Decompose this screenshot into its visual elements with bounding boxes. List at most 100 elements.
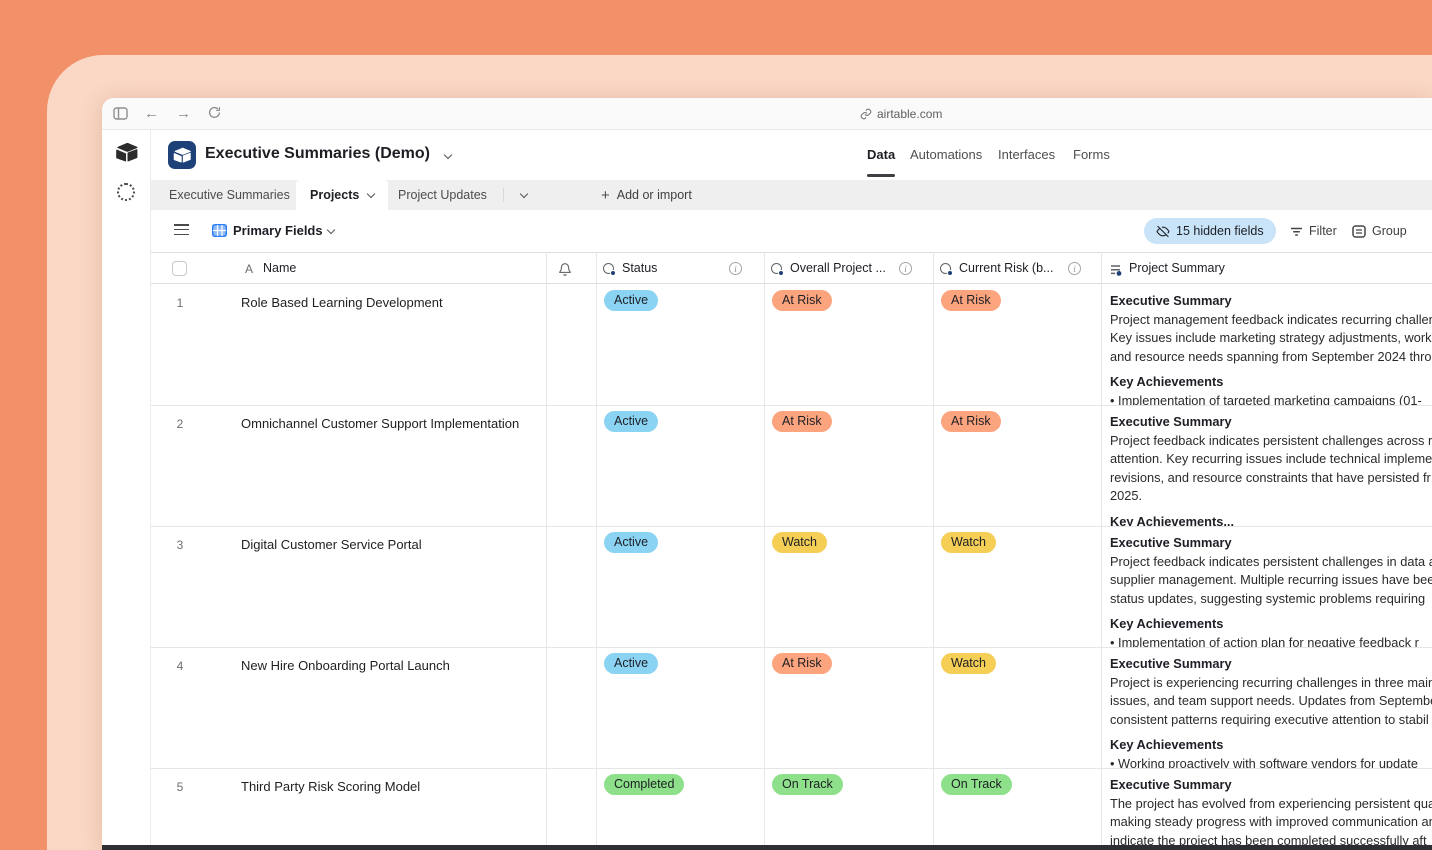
status-pill[interactable]: Active <box>604 290 659 311</box>
current-risk-pill[interactable]: Watch <box>941 653 996 674</box>
overall-status-pill[interactable]: At Risk <box>772 653 832 674</box>
plus-icon: + <box>601 186 610 204</box>
status-pill[interactable]: Active <box>604 653 659 674</box>
add-or-import-button[interactable]: + Add or import <box>601 186 692 204</box>
table-tab-executive-summaries[interactable]: Executive Summaries <box>169 188 290 202</box>
base-logo-icon[interactable] <box>168 141 196 169</box>
grid-view-icon <box>212 224 227 237</box>
chevron-down-icon[interactable] <box>326 225 336 235</box>
select-all-checkbox[interactable] <box>172 261 187 276</box>
group-button[interactable]: Group <box>1352 218 1407 244</box>
group-icon <box>1352 224 1366 238</box>
project-summary-cell[interactable]: Executive Summary Project feedback indica… <box>1110 413 1432 526</box>
nav-tab-forms[interactable]: Forms <box>1073 147 1110 162</box>
hidden-fields-button[interactable]: 15 hidden fields <box>1144 218 1276 244</box>
table-row[interactable]: 5 Third Party Risk Scoring Model Completed… <box>151 769 1432 845</box>
project-name-cell[interactable]: Role Based Learning Development <box>241 295 443 310</box>
forward-icon[interactable]: → <box>176 105 191 122</box>
status-pill[interactable]: Active <box>604 411 659 432</box>
table-row[interactable]: 3 Digital Customer Service Portal Active Wa… <box>151 527 1432 648</box>
app-header: Executive Summaries (Demo) Data Automati… <box>151 130 1432 180</box>
back-icon[interactable]: ← <box>144 105 159 122</box>
reload-icon[interactable] <box>208 106 221 120</box>
table-rows: 1 Role Based Learning Development Active At… <box>151 285 1432 845</box>
status-pill[interactable]: Completed <box>604 774 685 795</box>
browser-window: ← → airtable.com <box>102 98 1432 850</box>
current-risk-pill[interactable]: At Risk <box>941 411 1001 432</box>
text-field-icon: A <box>245 262 254 276</box>
status-pill[interactable]: Active <box>604 532 659 553</box>
chevron-down-icon <box>519 189 529 198</box>
info-icon[interactable]: i <box>729 262 742 275</box>
current-risk-pill[interactable]: At Risk <box>941 290 1001 311</box>
column-header-summary[interactable]: Project Summary <box>1129 261 1225 275</box>
summary-line: supplier management. Multiple recurring … <box>1110 572 1432 587</box>
summary-heading: Executive Summary <box>1110 777 1232 792</box>
column-header-status[interactable]: Status <box>622 261 658 275</box>
summary-line: • Implementation of action plan for nega… <box>1110 634 1419 648</box>
row-number: 1 <box>176 296 184 310</box>
view-name[interactable]: Primary Fields <box>233 223 323 238</box>
project-name-cell[interactable]: Digital Customer Service Portal <box>241 537 422 552</box>
column-divider <box>596 252 597 845</box>
address-url[interactable]: airtable.com <box>877 107 943 121</box>
chevron-down-icon <box>367 189 376 198</box>
chevron-down-icon[interactable] <box>443 150 453 160</box>
summary-line: The project has evolved from experiencin… <box>1110 795 1432 811</box>
project-summary-cell[interactable]: Executive Summary The project has evolved… <box>1110 776 1432 845</box>
table-row[interactable]: 2 Omnichannel Customer Support Implementa… <box>151 406 1432 527</box>
eye-off-icon <box>1156 225 1170 238</box>
ai-field-icon <box>940 263 953 276</box>
table-row[interactable]: 1 Role Based Learning Development Active At… <box>151 285 1432 406</box>
sidebar-toggle-icon[interactable] <box>113 107 128 120</box>
info-icon[interactable]: i <box>899 262 912 275</box>
overall-status-pill[interactable]: Watch <box>772 532 827 553</box>
row-number: 5 <box>176 780 184 794</box>
project-name-cell[interactable]: New Hire Onboarding Portal Launch <box>241 658 450 673</box>
nav-tab-data[interactable]: Data <box>867 147 896 162</box>
summary-heading: Key Achievements <box>1110 737 1224 752</box>
tab-separator <box>503 188 504 202</box>
table-tab-bar: Executive Summaries Projects Project Upd… <box>151 180 1432 210</box>
project-summary-cell[interactable]: Executive Summary Project feedback indica… <box>1110 534 1432 648</box>
column-divider <box>1101 252 1102 845</box>
project-summary-cell[interactable]: Executive Summary Project is experiencing… <box>1110 655 1432 768</box>
nav-tab-automations[interactable]: Automations <box>910 147 983 162</box>
column-header-risk[interactable]: Current Risk (b... <box>959 261 1054 275</box>
airtable-logo-icon[interactable] <box>115 142 138 162</box>
summary-line: status updates, suggesting systemic prob… <box>1110 590 1426 606</box>
link-icon <box>860 108 872 120</box>
current-risk-pill[interactable]: On Track <box>941 774 1012 795</box>
column-divider <box>933 252 934 845</box>
project-name-cell[interactable]: Omnichannel Customer Support Implementat… <box>241 416 520 431</box>
table-tab-project-updates[interactable]: Project Updates <box>398 188 487 202</box>
project-summary-cell[interactable]: Executive Summary Project management feed… <box>1110 292 1432 406</box>
summary-heading: Key Achievements <box>1110 374 1224 389</box>
summary-line: • Implementation of targeted marketing c… <box>1110 392 1422 406</box>
nav-tab-interfaces[interactable]: Interfaces <box>998 147 1056 162</box>
summary-line: revisions, and resource constraints that… <box>1110 469 1431 485</box>
overall-status-pill[interactable]: At Risk <box>772 411 832 432</box>
filter-button[interactable]: Filter <box>1290 218 1337 244</box>
column-header-overall[interactable]: Overall Project ... <box>790 261 886 275</box>
ai-summary-field-icon <box>1109 263 1122 276</box>
app-sidebar <box>102 130 151 845</box>
summary-heading: Key Achievements <box>1110 616 1224 631</box>
table-row[interactable]: 4 New Hire Onboarding Portal Launch Active… <box>151 648 1432 769</box>
view-list-icon[interactable] <box>174 224 189 236</box>
table-tab-projects[interactable]: Projects <box>296 180 389 210</box>
view-toolbar: Primary Fields 15 hidden fields Filter <box>151 210 1432 252</box>
summary-line: Key issues include marketing strategy ad… <box>1110 330 1432 345</box>
info-icon[interactable]: i <box>1068 262 1081 275</box>
bell-icon[interactable] <box>558 262 572 277</box>
filter-icon <box>1290 225 1303 238</box>
summary-line: attention. Key recurring issues include … <box>1110 451 1432 466</box>
overall-status-pill[interactable]: At Risk <box>772 290 832 311</box>
project-name-cell[interactable]: Third Party Risk Scoring Model <box>241 779 421 794</box>
column-header-name[interactable]: Name <box>263 261 297 275</box>
current-risk-pill[interactable]: Watch <box>941 532 996 553</box>
row-number: 4 <box>176 659 184 673</box>
table-list-dropdown[interactable] <box>507 180 541 210</box>
base-title[interactable]: Executive Summaries (Demo) <box>205 145 430 162</box>
overall-status-pill[interactable]: On Track <box>772 774 843 795</box>
